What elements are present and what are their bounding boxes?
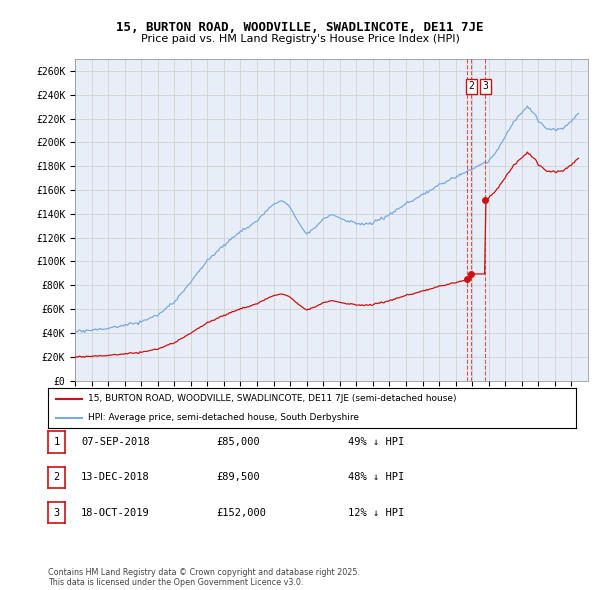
- Text: 49% ↓ HPI: 49% ↓ HPI: [348, 437, 404, 447]
- Text: 18-OCT-2019: 18-OCT-2019: [81, 508, 150, 517]
- Text: 3: 3: [53, 508, 59, 517]
- Text: HPI: Average price, semi-detached house, South Derbyshire: HPI: Average price, semi-detached house,…: [88, 413, 359, 422]
- Text: 48% ↓ HPI: 48% ↓ HPI: [348, 473, 404, 482]
- Text: 2: 2: [469, 81, 474, 91]
- Text: 2: 2: [53, 473, 59, 482]
- Text: £152,000: £152,000: [216, 508, 266, 517]
- Text: Price paid vs. HM Land Registry's House Price Index (HPI): Price paid vs. HM Land Registry's House …: [140, 34, 460, 44]
- Text: 12% ↓ HPI: 12% ↓ HPI: [348, 508, 404, 517]
- Text: £85,000: £85,000: [216, 437, 260, 447]
- Text: Contains HM Land Registry data © Crown copyright and database right 2025.
This d: Contains HM Land Registry data © Crown c…: [48, 568, 360, 587]
- Text: 07-SEP-2018: 07-SEP-2018: [81, 437, 150, 447]
- Text: 3: 3: [482, 81, 488, 91]
- Text: 15, BURTON ROAD, WOODVILLE, SWADLINCOTE, DE11 7JE: 15, BURTON ROAD, WOODVILLE, SWADLINCOTE,…: [116, 21, 484, 34]
- Text: 1: 1: [53, 437, 59, 447]
- Text: 15, BURTON ROAD, WOODVILLE, SWADLINCOTE, DE11 7JE (semi-detached house): 15, BURTON ROAD, WOODVILLE, SWADLINCOTE,…: [88, 394, 456, 404]
- Text: 13-DEC-2018: 13-DEC-2018: [81, 473, 150, 482]
- Text: £89,500: £89,500: [216, 473, 260, 482]
